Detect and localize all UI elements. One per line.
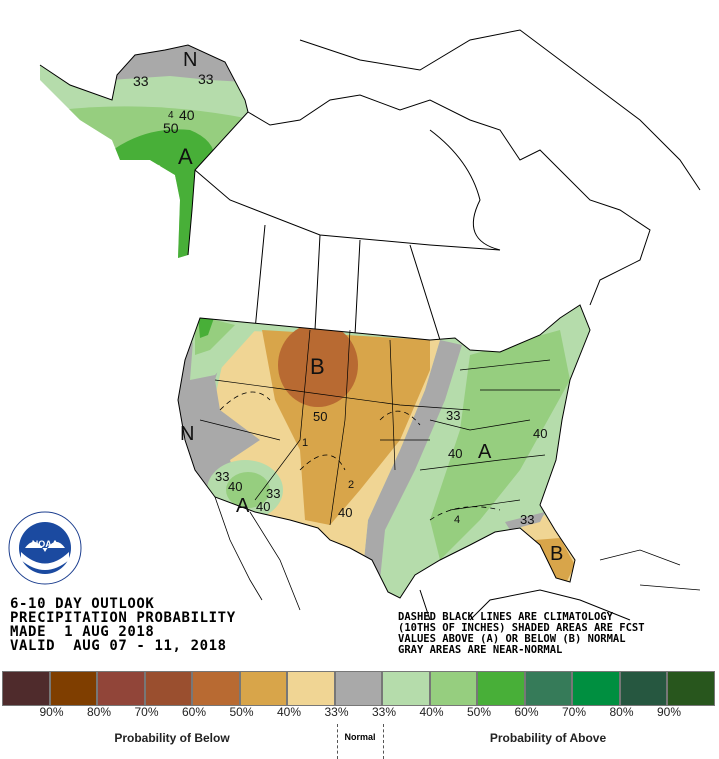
legend-label: 60% (181, 705, 207, 719)
legend-swatch (429, 671, 477, 706)
map-label-33: 33 (215, 469, 229, 484)
normal-divider (337, 724, 338, 759)
legend-label: 33% (371, 705, 397, 719)
map-notes: DASHED BLACK LINES ARE CLIMATOLOGY (10THS… (398, 612, 645, 656)
legend-swatch (192, 671, 240, 706)
map-label-near-normal: N (180, 423, 194, 445)
legend-label: 90% (39, 705, 64, 719)
climatology-lines (219, 391, 501, 521)
map-label-climatology: 4 (454, 514, 460, 526)
alaska-labels: N 33 33 40 50 4 A (133, 49, 214, 169)
made-date: MADE 1 AUG 2018 (10, 624, 155, 640)
map-label-near-normal: N (183, 49, 197, 71)
legend-swatch (97, 671, 145, 706)
legend-swatch (619, 671, 667, 706)
normal-caption: Normal (344, 732, 376, 742)
legend-label: 70% (134, 705, 159, 719)
noaa-logo: NOAA (8, 511, 82, 585)
map-label-40: 40 (228, 479, 242, 494)
probability-legend (2, 671, 715, 706)
map-label-33: 33 (520, 512, 534, 527)
note-line: GRAY AREAS ARE NEAR-NORMAL (398, 644, 563, 656)
map-label-50: 50 (163, 120, 179, 136)
map-label-33: 33 (133, 73, 149, 89)
valid-dates: VALID AUG 07 - 11, 2018 (10, 638, 227, 654)
map-label-33: 33 (198, 71, 214, 87)
map-label-33: 33 (266, 486, 280, 501)
noaa-logo-text: NOAA (32, 539, 59, 549)
outlook-variable: PRECIPITATION PROBABILITY (10, 610, 236, 626)
map-label-40: 40 (256, 499, 270, 514)
legend-swatch (667, 671, 715, 706)
map-label-above: A (236, 495, 250, 517)
mexico-outline (214, 496, 701, 611)
legend-swatch (287, 671, 335, 706)
legend-label: 60% (514, 705, 539, 719)
conus-labels: B 50 N 33 40 A 33 40 2 40 1 33 40 A 40 4… (180, 354, 563, 565)
legend-swatch (2, 671, 50, 706)
legend-label: 80% (86, 705, 112, 719)
legend-swatch (334, 671, 382, 706)
legend-swatch (572, 671, 620, 706)
legend-label: 70% (561, 705, 587, 719)
outlook-title: 6-10 DAY OUTLOOK (10, 596, 155, 612)
above-caption: Probability of Above (489, 731, 607, 745)
note-line: VALUES ABOVE (A) OR BELOW (B) NORMAL (398, 633, 626, 645)
map-label-climatology: 4 (168, 110, 174, 121)
map-label-33: 33 (446, 408, 460, 423)
map-label-climatology: 2 (348, 479, 354, 491)
legend-swatch (382, 671, 430, 706)
map-label-50: 50 (313, 409, 327, 424)
note-line: DASHED BLACK LINES ARE CLIMATOLOGY (398, 611, 613, 623)
map-label-40: 40 (338, 505, 352, 520)
canada-outline (194, 29, 701, 621)
legend-swatch (239, 671, 287, 706)
map-label-above: A (478, 441, 492, 463)
legend-label: 50% (466, 705, 492, 719)
outlook-map: N 33 33 40 50 4 A (8, 29, 701, 621)
map-label-40: 40 (533, 426, 547, 441)
outlook-title-block: 6-10 DAY OUTLOOK PRECIPITATION PROBABILIT… (10, 597, 236, 653)
legend-swatch (477, 671, 525, 706)
conus-region (178, 305, 590, 598)
below-caption: Probability of Below (114, 731, 230, 745)
legend-label: 40% (419, 705, 444, 719)
map-label-climatology: 1 (302, 437, 308, 449)
legend-swatch (144, 671, 192, 706)
map-label-above: A (178, 144, 193, 169)
legend-label: 90% (656, 705, 682, 719)
legend-swatch (524, 671, 572, 706)
legend-label: 80% (609, 705, 634, 719)
legend-label: 40% (276, 705, 302, 719)
normal-divider (383, 724, 384, 759)
map-label-40: 40 (179, 107, 195, 123)
map-label-40: 40 (448, 446, 462, 461)
map-label-below: B (550, 543, 563, 565)
map-label-below: B (310, 354, 325, 379)
legend-label: 50% (229, 705, 254, 719)
legend-swatch (49, 671, 97, 706)
alaska-border (39, 44, 249, 256)
legend-label: 33% (324, 705, 349, 719)
note-line: (10THS OF INCHES) SHADED AREAS ARE FCST (398, 622, 645, 634)
state-lines (199, 329, 560, 526)
conus-border (177, 304, 591, 599)
